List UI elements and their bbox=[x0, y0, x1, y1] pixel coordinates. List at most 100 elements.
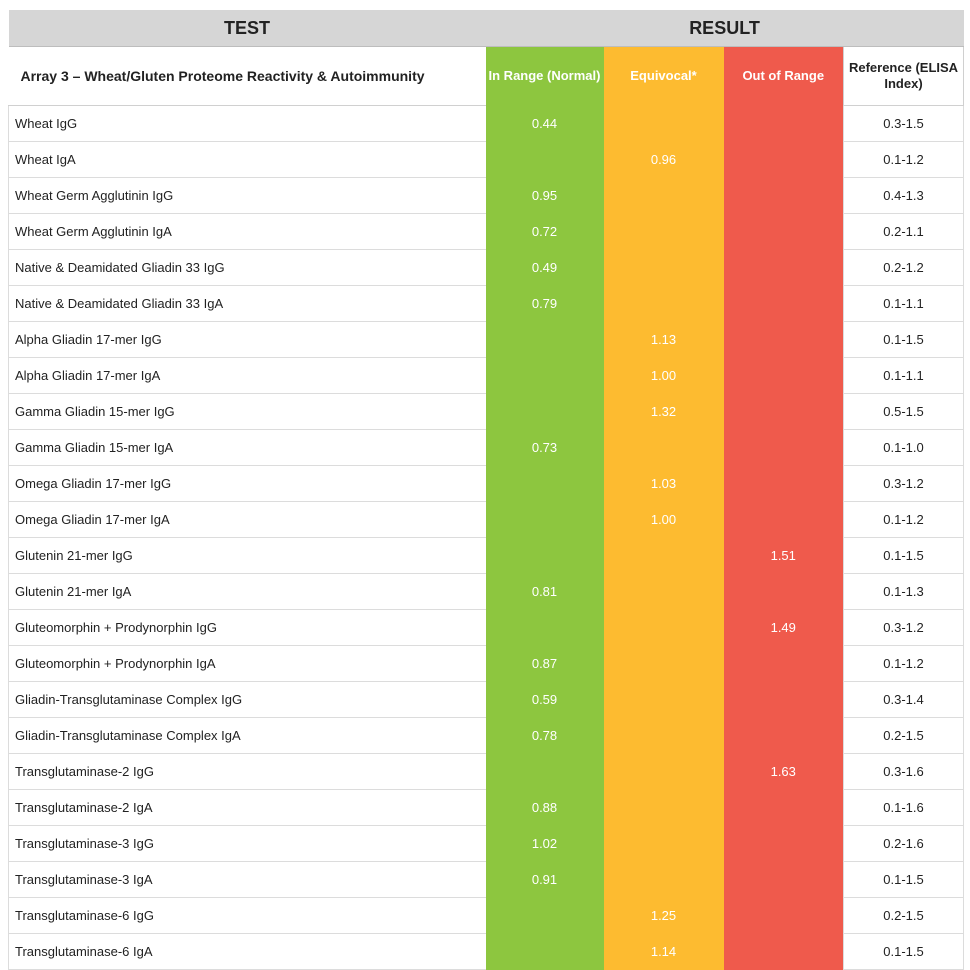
table-row: Alpha Gliadin 17-mer IgA 1.00 0.1-1.1 bbox=[8, 357, 965, 394]
out-of-range-value: 1.51 bbox=[723, 537, 844, 574]
out-of-range-value bbox=[723, 825, 844, 862]
in-range-value: 0.79 bbox=[485, 285, 604, 322]
reference-range: 0.2-1.5 bbox=[842, 897, 965, 934]
equivocal-header: Equivocal* bbox=[603, 46, 724, 106]
table-row: Omega Gliadin 17-mer IgG 1.03 0.3-1.2 bbox=[8, 465, 965, 502]
reference-range: 0.2-1.2 bbox=[842, 249, 965, 286]
table-row: Gamma Gliadin 15-mer IgA 0.73 0.1-1.0 bbox=[8, 429, 965, 466]
test-name: Wheat Germ Agglutinin IgG bbox=[8, 177, 486, 214]
out-of-range-value bbox=[723, 897, 844, 934]
in-range-value: 0.49 bbox=[485, 249, 604, 286]
table-row: Gluteomorphin + Prodynorphin IgA 0.87 0.1-… bbox=[8, 645, 965, 682]
reference-range: 0.1-1.2 bbox=[842, 645, 965, 682]
equivocal-value bbox=[603, 609, 724, 646]
in-range-value: 0.95 bbox=[485, 177, 604, 214]
in-range-value: 0.59 bbox=[485, 681, 604, 718]
test-name: Alpha Gliadin 17-mer IgA bbox=[8, 357, 486, 394]
in-range-value: 0.78 bbox=[485, 717, 604, 754]
test-name: Gamma Gliadin 15-mer IgG bbox=[8, 393, 486, 430]
reference-range: 0.1-1.0 bbox=[842, 429, 965, 466]
test-name: Gliadin-Transglutaminase Complex IgG bbox=[8, 681, 486, 718]
in-range-value bbox=[485, 933, 604, 970]
equivocal-value bbox=[603, 285, 724, 322]
subheader-row: Array 3 – Wheat/Gluten Proteome Reactivi… bbox=[8, 46, 965, 106]
reference-range: 0.3-1.5 bbox=[842, 105, 965, 142]
equivocal-value bbox=[603, 681, 724, 718]
table-row: Wheat IgA 0.96 0.1-1.2 bbox=[8, 141, 965, 178]
out-of-range-value bbox=[723, 141, 844, 178]
out-of-range-value bbox=[723, 249, 844, 286]
reference-range: 0.5-1.5 bbox=[842, 393, 965, 430]
test-name: Native & Deamidated Gliadin 33 IgG bbox=[8, 249, 486, 286]
equivocal-value: 1.00 bbox=[603, 357, 724, 394]
table-row: Native & Deamidated Gliadin 33 IgG 0.49 0.… bbox=[8, 249, 965, 286]
test-name: Wheat IgA bbox=[8, 141, 486, 178]
report-page: TEST RESULT Array 3 – Wheat/Gluten Prote… bbox=[8, 10, 965, 970]
table-row: Alpha Gliadin 17-mer IgG 1.13 0.1-1.5 bbox=[8, 321, 965, 358]
equivocal-value bbox=[603, 717, 724, 754]
equivocal-value: 1.14 bbox=[603, 933, 724, 970]
in-range-value: 0.44 bbox=[485, 105, 604, 142]
in-range-value bbox=[485, 321, 604, 358]
out-of-range-value bbox=[723, 681, 844, 718]
table-row: Gliadin-Transglutaminase Complex IgG 0.59… bbox=[8, 681, 965, 718]
test-name: Alpha Gliadin 17-mer IgG bbox=[8, 321, 486, 358]
in-range-value: 0.88 bbox=[485, 789, 604, 826]
reference-range: 0.2-1.6 bbox=[842, 825, 965, 862]
table-row: Transglutaminase-3 IgG 1.02 0.2-1.6 bbox=[8, 825, 965, 862]
out-of-range-value: 1.49 bbox=[723, 609, 844, 646]
out-of-range-value bbox=[723, 213, 844, 250]
equivocal-value bbox=[603, 825, 724, 862]
out-of-range-header: Out of Range bbox=[723, 46, 844, 106]
test-name: Wheat Germ Agglutinin IgA bbox=[8, 213, 486, 250]
test-name: Transglutaminase-2 IgG bbox=[8, 753, 486, 790]
table-row: Transglutaminase-6 IgG 1.25 0.2-1.5 bbox=[8, 897, 965, 934]
reference-range: 0.1-1.6 bbox=[842, 789, 965, 826]
reference-range: 0.3-1.4 bbox=[842, 681, 965, 718]
out-of-range-value bbox=[723, 717, 844, 754]
equivocal-value bbox=[603, 105, 724, 142]
equivocal-value bbox=[603, 645, 724, 682]
test-name: Transglutaminase-6 IgG bbox=[8, 897, 486, 934]
reference-header: Reference (ELISA Index) bbox=[842, 46, 965, 106]
reference-range: 0.3-1.2 bbox=[842, 465, 965, 502]
in-range-value: 0.91 bbox=[485, 861, 604, 898]
table-row: Gamma Gliadin 15-mer IgG 1.32 0.5-1.5 bbox=[8, 393, 965, 430]
test-name: Transglutaminase-6 IgA bbox=[8, 933, 486, 970]
equivocal-value: 1.25 bbox=[603, 897, 724, 934]
test-name: Gliadin-Transglutaminase Complex IgA bbox=[8, 717, 486, 754]
array-title: Array 3 – Wheat/Gluten Proteome Reactivi… bbox=[8, 46, 486, 106]
test-name: Wheat IgG bbox=[8, 105, 486, 142]
table-row: Native & Deamidated Gliadin 33 IgA 0.79 0.… bbox=[8, 285, 965, 322]
in-range-value bbox=[485, 393, 604, 430]
equivocal-value bbox=[603, 573, 724, 610]
in-range-header: In Range (Normal) bbox=[485, 46, 604, 106]
results-table: TEST RESULT Array 3 – Wheat/Gluten Prote… bbox=[8, 10, 965, 970]
out-of-range-value bbox=[723, 105, 844, 142]
in-range-value bbox=[485, 501, 604, 538]
table-row: Transglutaminase-2 IgA 0.88 0.1-1.6 bbox=[8, 789, 965, 826]
reference-range: 0.1-1.2 bbox=[842, 141, 965, 178]
test-name: Native & Deamidated Gliadin 33 IgA bbox=[8, 285, 486, 322]
out-of-range-value bbox=[723, 789, 844, 826]
equivocal-value: 1.03 bbox=[603, 465, 724, 502]
equivocal-value: 1.13 bbox=[603, 321, 724, 358]
reference-range: 0.1-1.2 bbox=[842, 501, 965, 538]
result-column-header: RESULT bbox=[485, 10, 964, 47]
equivocal-value bbox=[603, 789, 724, 826]
out-of-range-value bbox=[723, 357, 844, 394]
in-range-value bbox=[485, 465, 604, 502]
reference-range: 0.1-1.3 bbox=[842, 573, 965, 610]
table-row: Omega Gliadin 17-mer IgA 1.00 0.1-1.2 bbox=[8, 501, 965, 538]
reference-range: 0.1-1.1 bbox=[842, 285, 965, 322]
in-range-value: 0.73 bbox=[485, 429, 604, 466]
in-range-value: 0.87 bbox=[485, 645, 604, 682]
reference-range: 0.2-1.1 bbox=[842, 213, 965, 250]
equivocal-value bbox=[603, 249, 724, 286]
reference-range: 0.1-1.5 bbox=[842, 537, 965, 574]
table-row: Wheat Germ Agglutinin IgA 0.72 0.2-1.1 bbox=[8, 213, 965, 250]
in-range-value bbox=[485, 609, 604, 646]
out-of-range-value bbox=[723, 177, 844, 214]
in-range-value: 0.72 bbox=[485, 213, 604, 250]
out-of-range-value bbox=[723, 573, 844, 610]
